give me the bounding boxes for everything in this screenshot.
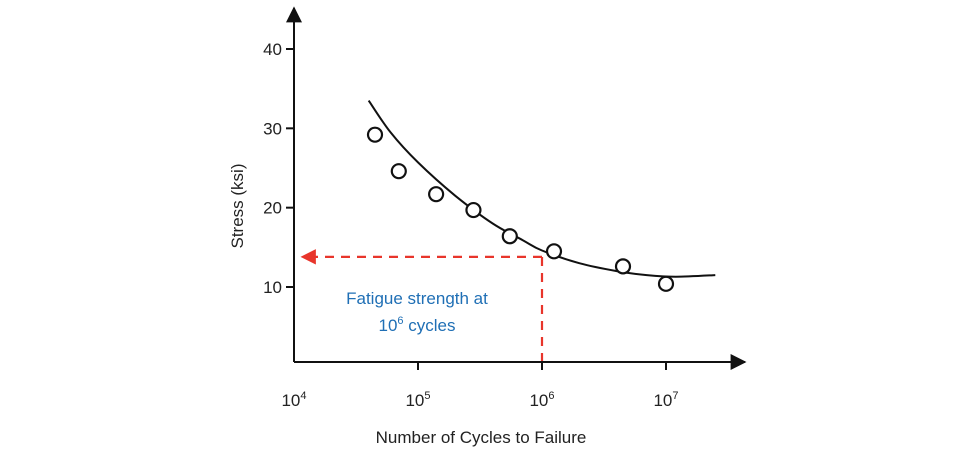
annotation-suffix: cycles — [404, 316, 456, 335]
x-tick-label: 107 — [653, 390, 678, 410]
x-axis-ticks: 104 105 106 107 — [281, 362, 679, 410]
x-tick-exponent: 7 — [672, 390, 678, 402]
data-points — [366, 126, 675, 292]
data-point — [614, 258, 632, 275]
axes — [286, 6, 747, 370]
y-tick-label: 10 — [263, 278, 282, 297]
x-tick-exponent: 5 — [424, 390, 430, 402]
data-point — [390, 163, 407, 180]
x-tick-label: 105 — [405, 390, 430, 410]
x-tick-label: 104 — [281, 390, 306, 410]
x-tick-base: 10 — [653, 391, 672, 410]
annotation-base: 10 — [378, 316, 397, 335]
y-tick-label: 30 — [263, 119, 282, 138]
data-point — [465, 201, 482, 219]
data-point — [366, 126, 384, 143]
x-tick-exponent: 4 — [300, 390, 306, 402]
annotation-line-2: 106 cycles — [378, 315, 455, 335]
x-tick-base: 10 — [405, 391, 424, 410]
data-point — [545, 243, 563, 260]
y-tick-label: 40 — [263, 40, 282, 59]
x-tick-base: 10 — [529, 391, 548, 410]
y-axis-label: Stress (ksi) — [228, 164, 247, 249]
annotation-exponent: 6 — [397, 315, 403, 327]
data-point — [657, 275, 675, 292]
x-tick-base: 10 — [281, 391, 300, 410]
annotation-guide — [300, 249, 544, 362]
x-tick-exponent: 6 — [548, 390, 554, 402]
y-axis-ticks: 10 20 30 40 — [263, 40, 294, 297]
annotation-line-1: Fatigue strength at — [346, 289, 488, 308]
annotation-text: Fatigue strength at 106 cycles — [346, 289, 488, 335]
fitted-curve — [367, 100, 716, 278]
data-point — [501, 228, 518, 245]
data-point — [428, 186, 445, 203]
x-tick-label: 106 — [529, 390, 554, 410]
y-tick-label: 20 — [263, 199, 282, 218]
x-axis-label: Number of Cycles to Failure — [376, 428, 587, 447]
